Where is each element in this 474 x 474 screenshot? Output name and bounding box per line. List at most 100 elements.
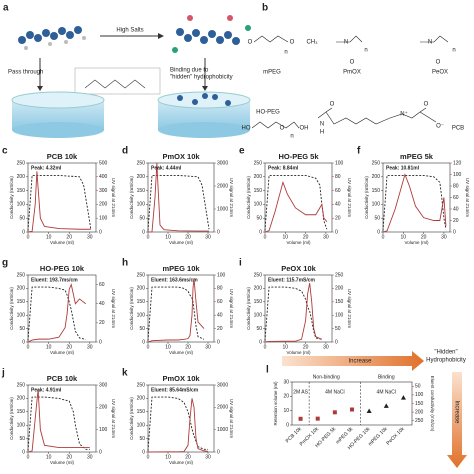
y2-tick-label: 500 (99, 160, 108, 166)
y-tick-label: 250 (17, 382, 26, 388)
x-tick-label: 20 (185, 234, 191, 240)
x-tick-label: 20 (303, 344, 309, 350)
x-tick-label: 10 (46, 234, 52, 240)
y-axis-label: Conductivity (mS/cm) (129, 176, 134, 219)
y2-tick-label: 400 (99, 174, 108, 180)
x-tick-label: PeOX 10k (385, 426, 406, 447)
atom: O (424, 102, 429, 108)
atom: N (344, 40, 348, 46)
x-tick-label: 20 (66, 454, 72, 460)
y2-axis-label: UV signal at 214nm (111, 178, 116, 218)
structure-name: HO-PEG (256, 110, 280, 116)
y2-tick-label: 20 (453, 218, 459, 224)
y2-tick-label: 20 (217, 326, 223, 332)
x-tick-label: 10 (46, 454, 52, 460)
x-tick-label: 20 (185, 344, 191, 350)
y-axis-label: Conductivity (mS/cm) (9, 287, 14, 330)
x-axis-label: Volume (ml) (169, 350, 194, 355)
y2-tick-label: 80 (217, 286, 223, 292)
y-tick-label: 100 (254, 313, 263, 319)
panel-letter: i (239, 258, 242, 269)
y-axis-label: Conductivity (mS/cm) (364, 176, 369, 219)
atom: O (436, 60, 441, 66)
y2-tick-label: 250 (335, 272, 344, 278)
x-tick-label: 0 (147, 454, 150, 460)
annotation: Eluent: 163.6ms/cm (151, 277, 198, 283)
cylinder (157, 91, 251, 138)
y2-tick-label: 0 (217, 229, 220, 235)
series-line (27, 389, 90, 453)
increase-arrow (447, 372, 467, 468)
y2-tick-label: 40 (99, 301, 105, 307)
y2-tick-label: 80 (335, 174, 341, 180)
panel-title: mPEG 10k (162, 264, 200, 273)
annotation: Non-binding (313, 374, 340, 380)
y2-tick-label: 60 (217, 299, 223, 305)
y2-axis-label: UV signal at 214nm (111, 399, 116, 439)
y2-tick-label: 0 (217, 339, 220, 345)
y-axis-label: Conductivity (mS/cm) (246, 176, 251, 219)
panel-title: HO-PEG 5k (278, 152, 319, 161)
y2-tick-label: 60 (99, 282, 105, 288)
y-tick-label: 100 (17, 202, 26, 208)
x-tick-label: 30 (205, 344, 211, 350)
y-tick-label: 150 (372, 188, 381, 194)
bond (420, 35, 449, 43)
atom: O (350, 60, 355, 66)
atom: O (280, 126, 285, 132)
y2-tick-label: 3000 (217, 160, 228, 166)
y-tick-label: 200 (137, 174, 146, 180)
x-tick-label: 0 (382, 234, 385, 240)
y-tick-label: 50 (256, 326, 262, 332)
structure-name: PCB (452, 126, 464, 132)
y2-axis-label: UV signal at 214nm (111, 289, 116, 329)
polymer-chain (172, 15, 251, 53)
bond (336, 35, 363, 43)
y-axis-label: Conductivity (mS/cm) (129, 287, 134, 330)
x-tick-label: 10 (283, 234, 289, 240)
polymer-chain (18, 26, 86, 50)
panel-letter: b (262, 3, 268, 14)
x-tick-label: 0 (27, 454, 30, 460)
y2-tick-label: 40 (335, 202, 341, 208)
atom: n (284, 50, 287, 56)
y-tick-label: 250 (254, 160, 263, 166)
panel-letter: e (239, 146, 245, 157)
y-tick-label: 100 (372, 202, 381, 208)
structure-name: PmOX (343, 70, 361, 76)
atom: n (290, 134, 293, 140)
marker (383, 403, 389, 408)
y-tick-label: 200 (17, 174, 26, 180)
x-axis-label: Volume (ml) (404, 240, 429, 245)
series-line (147, 398, 209, 453)
panel-title: HO-PEG 10k (40, 264, 85, 273)
arrow-head (37, 86, 43, 91)
marker (298, 416, 303, 421)
y2-tick-label: 100 (453, 172, 462, 178)
panel-letter: f (357, 146, 361, 157)
marker (315, 416, 320, 421)
y2-tick-label: 250 (415, 418, 424, 424)
key-title: Hydrophobicity (426, 358, 466, 364)
y2-tick-label: 200 (99, 405, 108, 411)
annotation: 2M AS (293, 389, 308, 395)
hydrophobicity-key: Increase "Hidden" Hydrophobicity Increas… (282, 350, 467, 468)
x-axis-label: Volume (ml) (286, 240, 311, 245)
series-line (147, 278, 205, 343)
series-line (27, 171, 91, 233)
arrow-head (202, 86, 208, 91)
plot-frame (382, 162, 451, 233)
panel-letter: c (2, 146, 8, 157)
atom: O (248, 40, 253, 46)
y2-tick-label: 200 (99, 202, 108, 208)
y-tick-label: 0 (142, 339, 145, 345)
y-axis-label: Conductivity (mS/cm) (9, 176, 14, 219)
x-tick-label: 30 (205, 234, 211, 240)
y-tick-label: 200 (254, 174, 263, 180)
y-tick-label: 100 (137, 423, 146, 429)
x-tick-label: 0 (264, 234, 267, 240)
atom: CH₃ (306, 40, 318, 46)
y2-axis-label: Eluent conductivity (mS/cm) (430, 376, 435, 432)
arrow-label: Increase (348, 359, 372, 365)
y-tick-label: 150 (17, 409, 26, 415)
